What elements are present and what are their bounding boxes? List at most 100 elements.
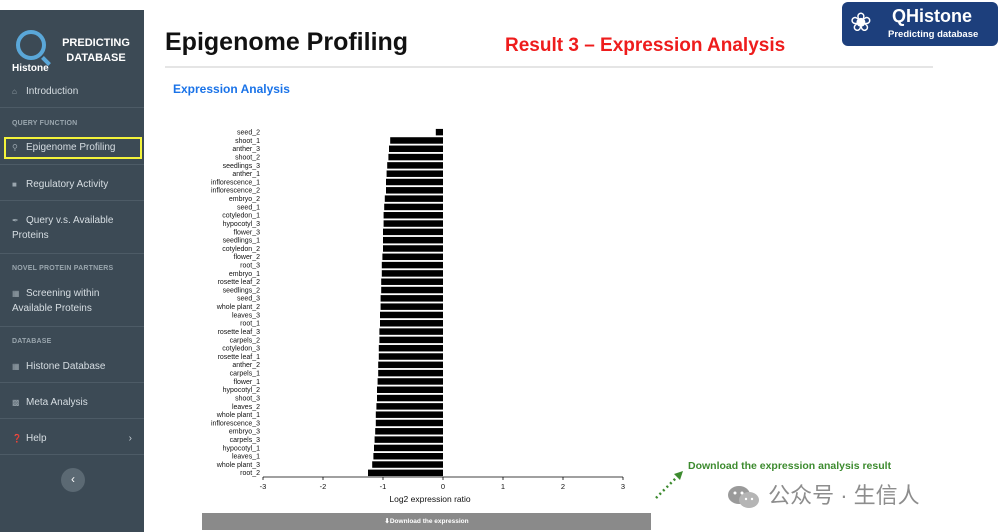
category-label: embryo_3 — [229, 429, 260, 436]
download-button-label: Download the expression — [389, 518, 469, 525]
question-icon: ❓ — [12, 434, 22, 443]
section-label-database: DATABASE — [12, 338, 52, 345]
sidebar-item-label: Introduction — [26, 86, 79, 97]
sidebar-item-label: Meta Analysis — [26, 397, 88, 408]
category-label: flower_3 — [234, 229, 261, 236]
category-label: flower_1 — [234, 379, 261, 386]
category-label: root_2 — [240, 470, 260, 477]
category-label: anther_1 — [232, 171, 260, 178]
category-label: embryo_1 — [229, 271, 260, 278]
category-label: rosette leaf_2 — [218, 279, 261, 286]
bar — [376, 403, 443, 410]
app-logo[interactable]: Histone PREDICTING DATABASE — [10, 30, 140, 80]
sidebar-item-introduction[interactable]: ⌂ Introduction — [0, 84, 144, 99]
category-label: carpels_2 — [230, 337, 260, 344]
sidebar-item-screening-line2[interactable]: Available Proteins — [0, 301, 144, 316]
bar — [374, 436, 443, 443]
x-tick-label: 1 — [501, 482, 505, 491]
bar — [368, 469, 443, 477]
sidebar-item-label: Help — [26, 433, 47, 444]
home-icon: ⌂ — [12, 87, 17, 96]
bar — [377, 378, 443, 385]
category-label: seedlings_1 — [223, 238, 260, 245]
bar — [378, 361, 443, 369]
bar — [378, 369, 443, 377]
x-tick-label: 3 — [621, 482, 625, 491]
bar — [377, 394, 443, 402]
category-label: inflorescence_1 — [211, 179, 260, 186]
category-label: shoot_2 — [235, 154, 260, 161]
bar — [375, 411, 443, 418]
category-label: whole plant_2 — [216, 304, 260, 311]
table-icon: ▦ — [12, 362, 20, 371]
sidebar-item-query-vs-available-line2[interactable]: Proteins — [0, 228, 144, 243]
bar — [378, 344, 443, 352]
category-label: seed_3 — [237, 296, 260, 303]
wechat-icon — [728, 486, 759, 509]
logo-title-line1: PREDICTING — [62, 37, 130, 49]
category-label: shoot_3 — [235, 395, 260, 402]
nav-divider — [0, 107, 144, 108]
bar — [435, 128, 443, 136]
category-label: whole plant_1 — [216, 412, 260, 419]
category-label: leaves_3 — [232, 312, 260, 319]
bar — [380, 303, 443, 310]
brand-logo: ❀ QHistone Predicting database — [842, 2, 998, 46]
bar — [388, 153, 443, 161]
sidebar-item-screening[interactable]: ▦ Screening within — [0, 286, 144, 301]
bar — [377, 386, 443, 393]
x-axis-label: Log2 expression ratio — [389, 494, 471, 504]
category-label: seed_2 — [237, 130, 260, 137]
bar — [380, 320, 443, 327]
logo-histone-text: Histone — [12, 63, 49, 74]
header-divider — [165, 66, 933, 68]
bar — [378, 353, 443, 360]
category-label: leaves_2 — [232, 404, 260, 411]
brand-name: QHistone — [892, 6, 973, 26]
bar — [384, 203, 443, 211]
sidebar-item-histone-database[interactable]: ▦ Histone Database — [0, 359, 144, 374]
download-note: Download the expression analysis result — [688, 460, 892, 472]
category-label: seedlings_3 — [223, 163, 260, 170]
nav-divider — [0, 454, 144, 455]
category-label: seed_1 — [237, 204, 260, 211]
bar — [384, 195, 443, 202]
square-icon: ■ — [12, 180, 17, 189]
bar — [381, 261, 443, 269]
bar — [383, 245, 443, 252]
sidebar-item-query-vs-available[interactable]: ✒ Query v.s. Available — [0, 213, 144, 228]
sidebar-item-label-line2: Available Proteins — [12, 303, 92, 314]
result-title: Result 3 – Expression Analysis — [505, 35, 786, 56]
nav-divider — [0, 200, 144, 201]
sidebar-item-label: Epigenome Profiling — [26, 142, 116, 153]
download-expression-button[interactable]: ⬇Download the expression — [202, 513, 651, 530]
category-label: hypocotyl_1 — [223, 445, 260, 452]
sidebar-item-label: Regulatory Activity — [26, 179, 109, 190]
bar — [386, 178, 443, 186]
category-label: cotyledon_3 — [222, 346, 260, 353]
category-label: whole plant_3 — [216, 462, 260, 469]
sidebar-item-regulatory-activity[interactable]: ■ Regulatory Activity — [0, 177, 144, 192]
bar — [387, 162, 443, 169]
page-title: Epigenome Profiling — [165, 28, 409, 56]
category-label: carpels_1 — [230, 371, 260, 378]
category-label: anther_2 — [232, 362, 260, 369]
pencil-icon: ✒ — [12, 216, 19, 225]
sidebar: Histone PREDICTING DATABASE ⌂ Introductio… — [0, 10, 144, 532]
leaf-icon: ❀ — [850, 7, 872, 37]
bar — [380, 295, 443, 302]
download-icon: ⬇ — [384, 518, 390, 525]
logo-title: PREDICTING DATABASE — [60, 36, 132, 66]
collapse-sidebar-button[interactable]: ‹ — [61, 468, 85, 492]
bar — [383, 212, 443, 219]
sidebar-item-label-line2: Proteins — [12, 230, 49, 241]
sidebar-item-epigenome-profiling[interactable]: ⚲ Epigenome Profiling — [4, 137, 142, 159]
category-label: root_3 — [240, 263, 260, 270]
sidebar-item-meta-analysis[interactable]: ▩ Meta Analysis — [0, 395, 144, 410]
sidebar-item-help[interactable]: ❓ Help › — [0, 431, 144, 446]
bar — [383, 228, 443, 236]
category-label: rosette leaf_1 — [218, 354, 261, 361]
bar — [379, 328, 443, 335]
category-label: cotyledon_1 — [222, 213, 260, 220]
